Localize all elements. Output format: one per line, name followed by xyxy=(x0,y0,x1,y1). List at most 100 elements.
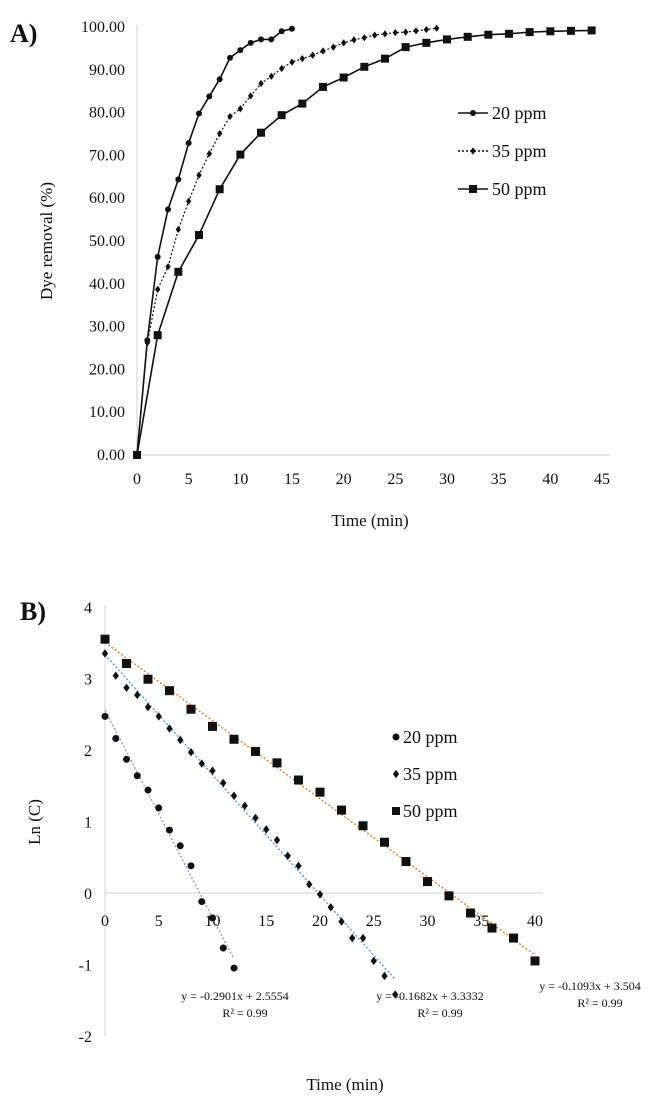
data-point xyxy=(289,25,295,32)
y-tick-label: -1 xyxy=(79,958,92,975)
data-point xyxy=(216,129,223,138)
data-point xyxy=(143,674,153,684)
data-point xyxy=(370,956,377,966)
data-point xyxy=(229,734,239,744)
legend-label: 50 ppm xyxy=(492,179,547,199)
data-point xyxy=(284,851,291,861)
data-point xyxy=(401,857,411,867)
data-point xyxy=(175,225,182,234)
data-point xyxy=(122,658,131,668)
data-point xyxy=(196,110,202,117)
data-point xyxy=(295,861,302,871)
data-point xyxy=(278,28,285,35)
data-point xyxy=(277,111,286,120)
chart-a-ylabel: Dye removal (%) xyxy=(37,182,56,300)
x-tick-label: 45 xyxy=(594,471,610,488)
x-tick-label: 25 xyxy=(366,913,382,930)
y-tick-label: 80.00 xyxy=(89,105,125,122)
data-point xyxy=(402,28,409,36)
y-tick-label: 70.00 xyxy=(89,147,125,164)
trendline-r2: R² = 0.99 xyxy=(417,1006,462,1020)
data-point xyxy=(422,38,431,47)
data-point xyxy=(381,54,389,63)
data-point xyxy=(299,55,306,63)
data-point xyxy=(306,880,313,889)
data-point xyxy=(360,62,369,71)
x-tick-label: 30 xyxy=(420,913,436,930)
y-tick-label: 90.00 xyxy=(89,62,125,79)
x-tick-label: 20 xyxy=(312,913,328,930)
data-point xyxy=(219,944,227,952)
data-point xyxy=(258,36,264,43)
data-point xyxy=(298,99,307,108)
data-point xyxy=(101,649,109,658)
data-point xyxy=(252,813,259,823)
data-point xyxy=(227,112,233,121)
data-point xyxy=(230,964,238,972)
y-tick-label: 30.00 xyxy=(89,319,125,336)
data-point xyxy=(134,690,141,700)
data-point xyxy=(392,990,399,999)
data-point xyxy=(123,755,130,763)
data-point xyxy=(505,29,513,38)
data-point xyxy=(133,772,141,780)
trendline-equation: y = -0.1093x + 3.504 xyxy=(539,979,641,993)
data-point xyxy=(330,43,337,51)
data-point xyxy=(338,917,345,926)
data-point xyxy=(144,339,151,347)
x-tick-label: 0 xyxy=(101,913,109,930)
data-point xyxy=(484,30,493,39)
chart-b-xlabel: Time (min) xyxy=(306,1075,383,1094)
data-point xyxy=(176,842,184,850)
data-point xyxy=(155,712,162,721)
y-tick-label: 100.00 xyxy=(81,19,125,36)
data-point xyxy=(236,150,245,159)
data-point xyxy=(133,451,141,459)
data-point xyxy=(144,786,152,794)
data-point xyxy=(381,971,388,981)
data-point xyxy=(198,759,205,768)
legend-marker xyxy=(392,769,400,779)
x-tick-label: 20 xyxy=(336,471,352,488)
data-point xyxy=(153,331,162,340)
data-point xyxy=(166,724,173,733)
data-point xyxy=(227,54,233,61)
y-tick-label: 40.00 xyxy=(89,276,125,293)
data-point xyxy=(289,58,295,66)
data-point xyxy=(206,93,213,100)
trendline xyxy=(104,654,396,980)
data-point xyxy=(216,76,223,83)
data-point xyxy=(433,24,440,32)
y-tick-label: 20.00 xyxy=(89,361,125,378)
data-point xyxy=(195,231,203,240)
data-point xyxy=(144,702,152,712)
data-point xyxy=(165,206,171,213)
data-point xyxy=(320,47,326,55)
data-point xyxy=(112,671,119,680)
data-point xyxy=(567,26,575,35)
data-point xyxy=(208,721,217,731)
x-tick-label: 5 xyxy=(185,471,193,488)
data-point xyxy=(185,139,192,146)
trendline-r2: R² = 0.99 xyxy=(577,996,622,1010)
y-tick-label: 10.00 xyxy=(89,404,125,421)
y-tick-label: 2 xyxy=(84,743,92,760)
data-point xyxy=(587,26,596,35)
data-point xyxy=(196,171,202,179)
data-point xyxy=(220,778,227,788)
y-tick-label: 1 xyxy=(84,815,92,832)
x-tick-label: 15 xyxy=(284,471,300,488)
data-point xyxy=(337,805,346,815)
data-point xyxy=(294,775,303,785)
series-line-35-ppm xyxy=(136,27,437,456)
trendline xyxy=(104,641,536,956)
data-point xyxy=(315,787,325,797)
data-point xyxy=(327,903,334,912)
x-tick-label: 25 xyxy=(387,471,403,488)
data-point xyxy=(230,791,238,800)
data-point xyxy=(187,862,195,870)
data-point xyxy=(166,826,173,834)
data-point xyxy=(273,835,281,845)
data-point xyxy=(177,735,184,745)
data-point xyxy=(154,285,161,293)
